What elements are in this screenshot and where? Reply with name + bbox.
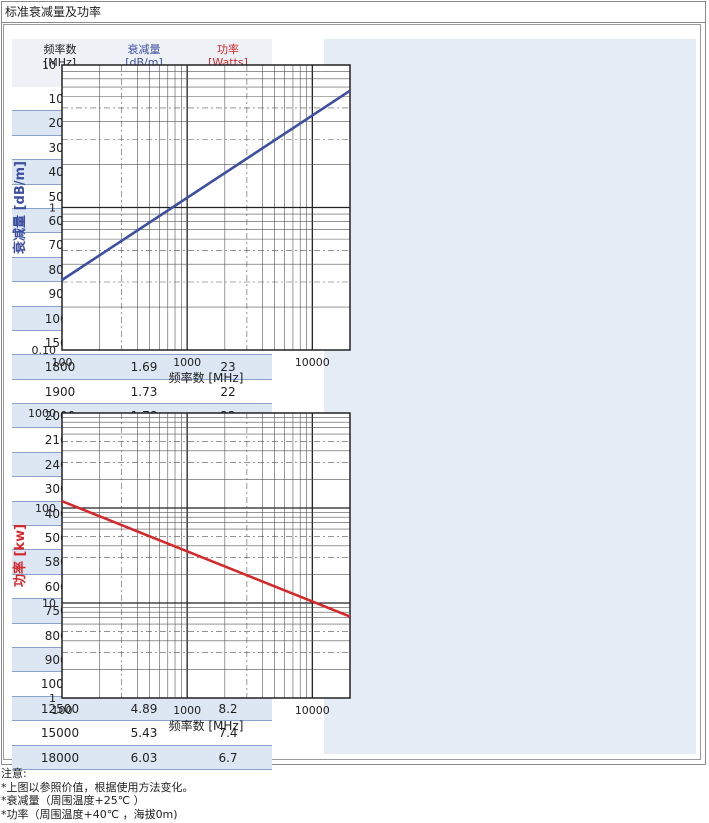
y-tick-label: 10 [42,59,56,72]
y-tick-label: 0.10 [32,344,57,357]
charts-area [324,39,696,754]
y-tick-label: 10 [42,597,56,610]
y-tick-label: 1000 [28,407,56,420]
spec-panel: 频率数 [MHz] 衰减量 [dB/m] 功率 [Watts] 1000.351… [3,24,701,770]
content-frame: 标准衰减量及功率 [1,1,706,765]
cell-frequency: 18000 [40,750,80,765]
x-axis-label: 频率数 [MHz] [169,370,244,385]
note-attenuation: *衰减量（周围温度+25℃ ） [1,794,145,807]
y-tick-label: 1 [49,692,56,705]
x-tick-label: 1000 [173,356,201,369]
note-reference: *上图以参照价值，根据使用方法变化。 [1,780,194,794]
cell-power: 8.2 [218,701,238,716]
power-series-line [61,499,351,618]
cell-power: 23 [220,360,236,375]
y-axis-label: 功率 [kw] [12,524,28,587]
cell-attenuation: 1.69 [130,360,158,375]
plot-border [61,412,351,699]
table-row: 18000 6.03 6.7 [12,745,272,770]
page-title: 标准衰减量及功率 [2,2,705,23]
y-tick-label: 100 [35,502,56,515]
cell-attenuation: 6.03 [130,750,158,765]
x-tick-label: 10000 [295,704,330,717]
cell-frequency: 15000 [40,726,80,741]
cell-attenuation: 5.43 [130,726,158,741]
table-row: 1900 1.73 22 [12,380,272,405]
attenuation-series-line [61,89,351,282]
header-attenuation-label: 衰减量 [127,43,161,56]
table-row: 1800 1.69 23 [12,355,272,380]
cell-frequency: 12500 [40,701,80,716]
plot-border [61,64,351,351]
chart-1: 0.10 1 10 100 1000 10000 频率数 [MHz] 衰减量 [dB/m] [12,59,351,385]
notes-title: 注意: [1,767,27,780]
x-tick-label: 10000 [295,356,330,369]
cell-attenuation: 1.73 [130,384,158,399]
cell-power: 22 [220,384,236,399]
x-axis-label: 频率数 [MHz] [169,718,244,733]
x-tick-label: 100 [52,356,73,369]
y-axis-label: 衰减量 [dB/m] [12,161,28,255]
plot-area [62,413,350,698]
notes: 注意: *上图以参照价值，根据使用方法变化。 *衰减量（周围温度+25℃ ） *… [1,767,194,821]
x-tick-label: 1000 [173,704,201,717]
chart-2: 1 10 100 1000 100 1000 10000 频率数 [MHz] 功率 [kw] [12,407,351,733]
header-frequency-label: 频率数 [43,43,77,56]
cell-power: 7.4 [218,726,238,741]
cell-power: 6.7 [218,750,238,765]
x-tick-label: 100 [52,704,73,717]
header-power-label: 功率 [217,43,239,56]
cell-attenuation: 4.89 [130,701,158,716]
note-power: *功率（周围温度+40℃ ，海拔0m) [1,807,178,821]
y-tick-label: 1 [49,202,56,215]
table-row: 12500 4.89 8.2 [12,696,272,722]
cell-frequency: 1900 [44,384,76,399]
table-row: 15000 5.43 7.4 [12,721,272,746]
cell-frequency: 1800 [44,360,76,375]
